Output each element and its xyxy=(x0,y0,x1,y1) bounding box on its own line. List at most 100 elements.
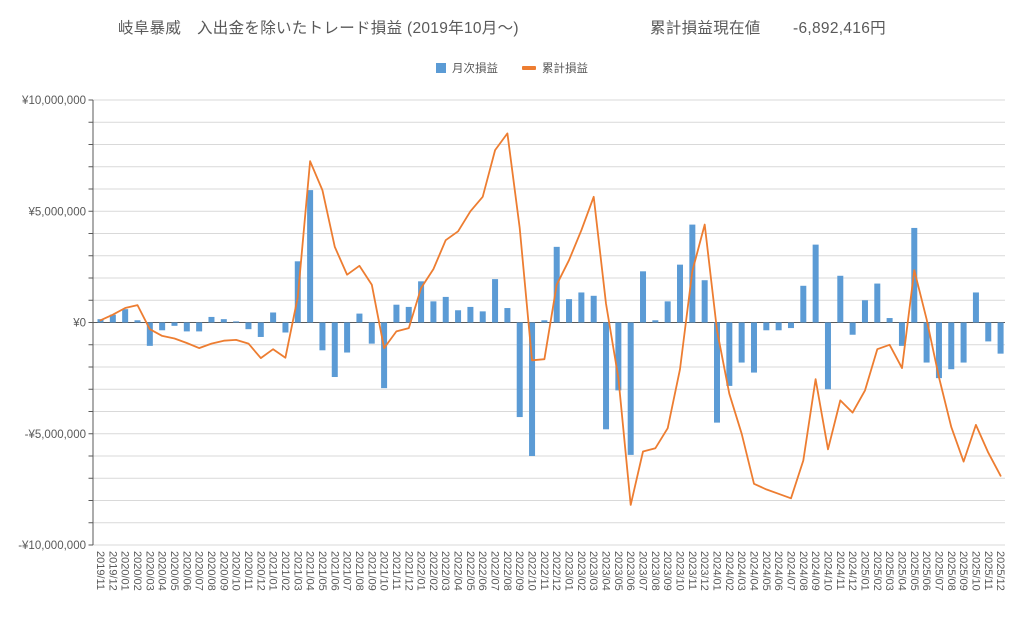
monthly-bar xyxy=(935,322,942,379)
x-axis-label: 2019/12 xyxy=(106,551,118,591)
monthly-bar xyxy=(750,322,757,373)
x-axis-label: 2025/07 xyxy=(932,551,944,591)
legend-label-monthly: 月次損益 xyxy=(452,63,498,75)
x-axis-label: 2023/04 xyxy=(600,551,612,591)
monthly-bar xyxy=(171,322,178,326)
monthly-bar xyxy=(368,322,375,344)
monthly-bar xyxy=(529,322,536,456)
x-axis-label: 2020/10 xyxy=(230,551,242,591)
monthly-bar xyxy=(923,322,930,363)
monthly-bar xyxy=(800,285,807,323)
x-axis-label: 2023/08 xyxy=(649,551,661,591)
x-axis-label: 2020/11 xyxy=(242,551,254,590)
x-axis-label: 2025/11 xyxy=(982,551,994,590)
x-axis-label: 2020/03 xyxy=(143,551,155,591)
x-axis-label: 2020/01 xyxy=(119,551,131,591)
monthly-bar xyxy=(282,322,289,333)
monthly-bar xyxy=(344,322,351,353)
monthly-bar xyxy=(566,299,573,323)
monthly-bar xyxy=(418,281,425,323)
legend-item-monthly: 月次損益 xyxy=(436,60,498,76)
monthly-bar xyxy=(615,322,622,391)
x-axis-label: 2021/07 xyxy=(341,551,353,591)
x-axis-label: 2021/10 xyxy=(378,551,390,591)
x-axis-label: 2021/12 xyxy=(402,551,414,591)
monthly-bar xyxy=(245,322,252,330)
monthly-bar xyxy=(603,322,610,430)
x-axis-label: 2025/02 xyxy=(871,551,883,591)
monthly-bar xyxy=(763,322,770,331)
monthly-bar xyxy=(504,308,511,323)
monthly-bar xyxy=(812,244,819,323)
monthly-bar xyxy=(331,322,338,378)
cumulative-series-swatch-icon xyxy=(522,66,536,70)
x-axis-label: 2019/11 xyxy=(94,551,106,590)
x-axis-label: 2025/09 xyxy=(957,551,969,591)
monthly-bar xyxy=(714,322,720,423)
x-axis-label: 2022/01 xyxy=(415,551,427,591)
x-axis-label: 2022/08 xyxy=(501,551,513,591)
x-axis-label: 2023/03 xyxy=(587,551,599,591)
x-axis-label: 2020/09 xyxy=(217,551,229,591)
x-axis-label: 2023/09 xyxy=(661,551,673,591)
x-axis-label: 2023/10 xyxy=(674,551,686,591)
monthly-bar xyxy=(356,313,363,323)
x-axis-label: 2022/09 xyxy=(513,551,525,591)
monthly-bar xyxy=(109,314,116,323)
x-axis-label: 2020/06 xyxy=(180,551,192,591)
x-axis-label: 2025/06 xyxy=(920,551,932,591)
x-axis-label: 2021/06 xyxy=(328,551,340,591)
monthly-bar xyxy=(122,309,129,323)
x-axis-label: 2020/07 xyxy=(193,551,205,591)
monthly-bar xyxy=(541,320,548,323)
monthly-bar xyxy=(196,322,203,332)
x-axis-label: 2024/08 xyxy=(797,551,809,591)
x-axis-label: 2024/06 xyxy=(772,551,784,591)
x-axis-label: 2022/02 xyxy=(427,551,439,591)
monthly-bar xyxy=(837,275,844,323)
x-axis-label: 2022/06 xyxy=(476,551,488,591)
x-axis-label: 2023/12 xyxy=(698,551,710,591)
monthly-bar xyxy=(578,292,585,323)
monthly-bar xyxy=(442,296,449,323)
legend-item-cumulative: 累計損益 xyxy=(522,60,588,76)
monthly-bar xyxy=(492,279,499,323)
y-axis-label: ¥0 xyxy=(72,318,86,330)
x-axis-label: 2023/05 xyxy=(612,551,624,591)
monthly-bar xyxy=(664,301,671,323)
x-axis-label: 2025/04 xyxy=(895,551,907,591)
monthly-bar xyxy=(886,318,893,323)
x-axis-label: 2021/08 xyxy=(353,551,365,591)
monthly-bar xyxy=(960,322,967,363)
x-axis-label: 2020/04 xyxy=(156,551,168,591)
x-axis-label: 2025/08 xyxy=(945,551,957,591)
monthly-bar xyxy=(849,322,856,335)
x-axis-label: 2023/02 xyxy=(575,551,587,591)
x-axis-label: 2025/03 xyxy=(883,551,895,591)
x-axis-label: 2025/12 xyxy=(994,551,1006,591)
cumulative-line xyxy=(99,132,1002,506)
x-axis-label: 2022/07 xyxy=(489,551,501,591)
monthly-bar xyxy=(874,283,881,323)
monthly-bar xyxy=(898,322,905,346)
x-axis-label: 2021/09 xyxy=(365,551,377,591)
monthly-bar xyxy=(257,322,264,337)
x-axis-label: 2022/10 xyxy=(526,551,538,591)
x-axis-label: 2022/04 xyxy=(452,551,464,591)
x-axis-label: 2020/08 xyxy=(205,551,217,591)
monthly-bar xyxy=(516,322,523,418)
monthly-bar xyxy=(738,322,745,363)
monthly-bar xyxy=(479,311,486,323)
monthly-bar xyxy=(146,322,153,346)
monthly-bar xyxy=(208,316,215,323)
legend-label-cumulative: 累計損益 xyxy=(542,63,588,75)
chart-title: 岐阜暴威 入出金を除いたトレード損益 (2019年10月～) xyxy=(118,20,519,37)
monthly-bar xyxy=(948,322,955,370)
monthly-bar xyxy=(590,295,597,323)
y-axis-label: -¥10,000,000 xyxy=(18,540,86,552)
monthly-bar xyxy=(405,306,412,323)
x-axis-label: 2020/02 xyxy=(131,551,143,591)
x-axis-label: 2021/03 xyxy=(291,551,303,591)
